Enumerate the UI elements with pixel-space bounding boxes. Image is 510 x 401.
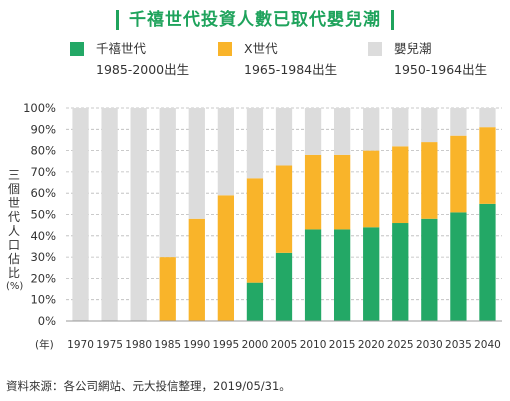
title-bar: 千禧世代投資人數已取代嬰兒潮 — [0, 10, 510, 30]
legend-swatch-genx — [218, 42, 232, 56]
bar-segment-genx — [188, 218, 205, 321]
x-tick-label: 2030 — [416, 339, 443, 351]
x-tick-label: 2025 — [387, 339, 414, 351]
bar-segment-boomers — [363, 108, 380, 151]
bar-segment-genx — [333, 154, 351, 230]
bar-segment-genx — [363, 150, 380, 228]
bar-segment-genx — [304, 154, 322, 230]
bar-segment-millennials — [304, 229, 322, 321]
bar-segment-boomers — [72, 108, 89, 321]
bar-segment-boomers — [159, 108, 176, 258]
x-tick-label: 2020 — [358, 339, 385, 351]
bar-segment-boomers — [246, 108, 264, 179]
source-note: 資料來源：各公司網站、元大投信整理，2019/05/31。 — [6, 379, 291, 393]
x-tick-label: 1975 — [96, 339, 123, 351]
bar-segment-boomers — [188, 108, 205, 219]
y-tick-label: 100% — [23, 101, 56, 115]
bar-segment-genx — [159, 257, 176, 321]
x-tick-label: 1985 — [154, 339, 181, 351]
y-tick-label: 0% — [38, 314, 56, 328]
x-axis-unit: (年) — [35, 338, 54, 351]
chart-title: 千禧世代投資人數已取代嬰兒潮 — [116, 10, 394, 30]
legend-label-millennials: 千禧世代 1985-2000出生 — [96, 41, 190, 77]
bar-segment-millennials — [363, 227, 380, 321]
y-tick-label: 30% — [30, 250, 56, 264]
bar-segment-boomers — [333, 108, 351, 155]
bar-segment-millennials — [333, 229, 351, 321]
bar-segment-millennials — [275, 252, 293, 321]
y-tick-label: 60% — [30, 186, 56, 200]
y-tick-label: 70% — [30, 165, 56, 179]
bar-segment-boomers — [421, 108, 438, 143]
bar-segment-boomers — [479, 108, 496, 128]
legend-swatch-millennials — [70, 42, 84, 56]
bar-segment-millennials — [392, 223, 409, 321]
bar-segment-boomers — [304, 108, 322, 155]
bar-segment-millennials — [246, 282, 264, 321]
bar-segment-genx — [479, 127, 496, 204]
bar-segment-boomers — [450, 108, 467, 136]
x-tick-label: 1990 — [183, 339, 210, 351]
x-tick-label: 1980 — [125, 339, 152, 351]
bar-segment-genx — [450, 135, 467, 213]
bar-segment-boomers — [275, 108, 293, 166]
bar-segment-millennials — [450, 212, 467, 321]
bar-segment-boomers — [130, 108, 147, 321]
legend-label-boomers: 嬰兒潮 1950-1964出生 — [394, 41, 488, 77]
y-tick-label: 50% — [30, 208, 56, 222]
y-axis-label: 三 個 世 代 人 口 佔 比 (%) — [6, 168, 24, 292]
bar-segment-genx — [392, 146, 409, 224]
legend-label-genx: X世代 1965-1984出生 — [244, 41, 338, 77]
bar-segment-boomers — [217, 108, 235, 196]
x-tick-label: 1970 — [67, 339, 94, 351]
legend-swatch-boomers — [368, 42, 382, 56]
x-tick-label: 1995 — [212, 339, 239, 351]
bar-segment-millennials — [479, 203, 496, 321]
y-tick-label: 10% — [30, 293, 56, 307]
bar-segment-genx — [217, 195, 235, 321]
y-tick-label: 80% — [30, 144, 56, 158]
x-tick-label: 2035 — [445, 339, 472, 351]
x-tick-label: 2005 — [271, 339, 298, 351]
y-tick-label: 40% — [30, 229, 56, 243]
y-tick-label: 90% — [30, 122, 56, 136]
bar-segment-boomers — [392, 108, 409, 147]
x-tick-label: 2015 — [329, 339, 356, 351]
bar-segment-genx — [421, 142, 438, 219]
bar-segment-boomers — [101, 108, 118, 321]
bar-segment-genx — [275, 165, 293, 253]
y-tick-label: 20% — [30, 271, 56, 285]
bar-segment-millennials — [421, 218, 438, 321]
bar-segment-genx — [246, 178, 264, 283]
x-tick-label: 2000 — [242, 339, 269, 351]
x-tick-label: 2040 — [474, 339, 501, 351]
x-tick-label: 2010 — [300, 339, 327, 351]
